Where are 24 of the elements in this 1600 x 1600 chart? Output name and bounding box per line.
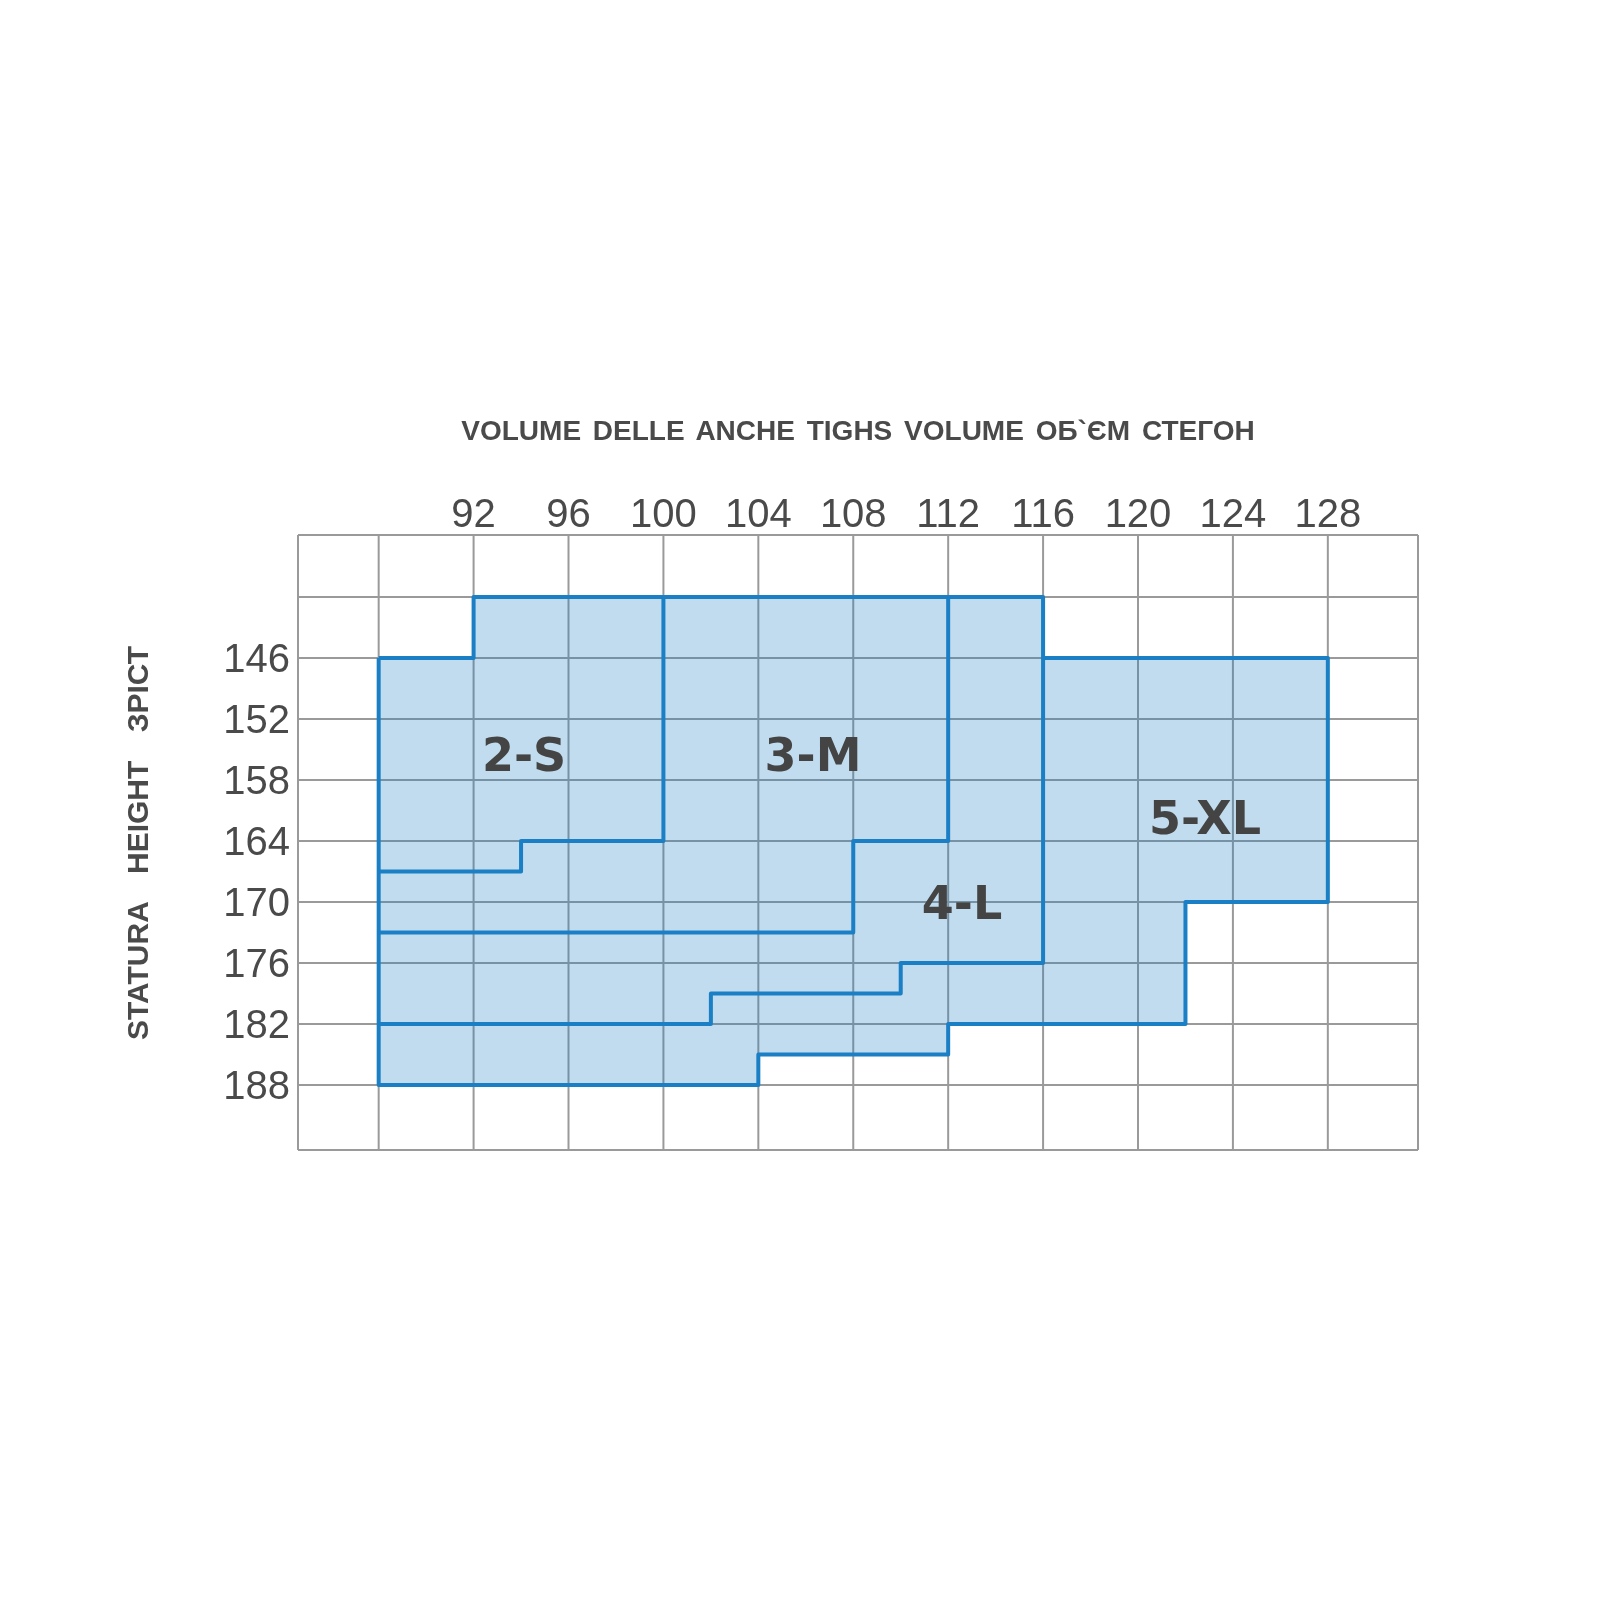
annotation: 3-M [764, 728, 862, 782]
x-tick-label: 100 [630, 491, 697, 535]
x-tick-label: 104 [724, 491, 792, 535]
x-tick-label: 128 [1294, 491, 1362, 535]
y-tick-label: 158 [223, 758, 290, 803]
y-tick-label: 152 [223, 697, 290, 742]
annotation: 2-S [481, 728, 567, 782]
x-tick-label: 108 [819, 491, 887, 535]
x-tick-label: 124 [1199, 491, 1267, 535]
x-tick-label: 120 [1104, 491, 1172, 535]
x-tick-label: 112 [916, 491, 981, 535]
y-tick-label: 176 [223, 941, 290, 986]
y-tick-label: 164 [223, 819, 290, 864]
x-tick-label: 96 [546, 491, 591, 535]
x-axis-title: VOLUME DELLE ANCHE TIGHS VOLUME ОБ`ЄМ СТЕГОН [460, 415, 1256, 447]
y-tick-label: 146 [223, 636, 290, 681]
y-tick-label: 188 [223, 1063, 290, 1108]
x-tick-label: 116 [1011, 491, 1075, 535]
annotation: 5-XL [1148, 791, 1262, 845]
y-tick-label: 182 [223, 1002, 290, 1047]
x-tick-label: 92 [451, 491, 496, 535]
y-axis-title: STATURA HEIGHT ЗРІСТ [121, 645, 155, 1040]
annotation: 4-L [921, 876, 1003, 930]
y-tick-label: 170 [223, 880, 290, 925]
